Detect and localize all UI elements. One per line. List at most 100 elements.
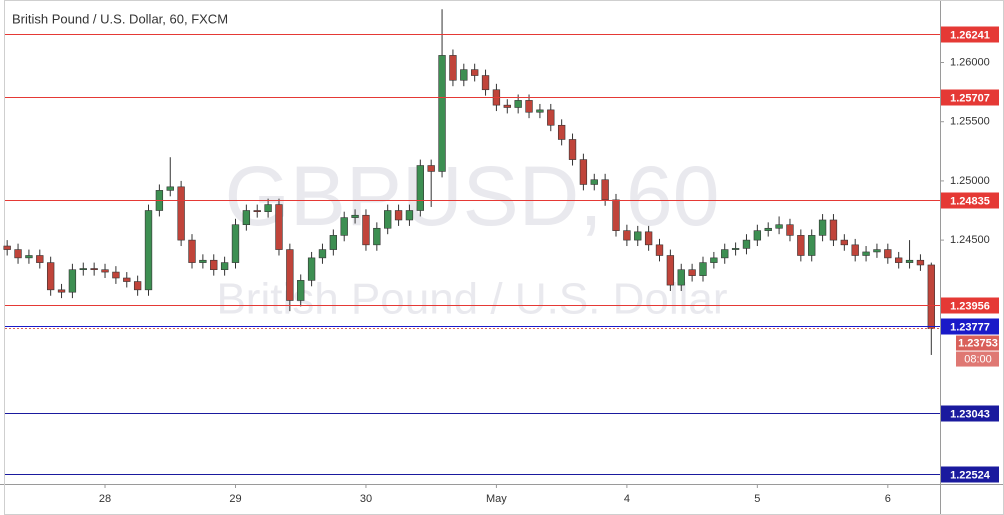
candle-body (318, 249, 327, 259)
x-tick-label: 5 (754, 493, 760, 505)
candle-body (373, 227, 381, 246)
candle-body (862, 251, 870, 256)
candle-body (471, 69, 479, 76)
candle-body (68, 269, 77, 293)
candle-body (220, 262, 229, 271)
candle-body (721, 249, 729, 259)
candle-body (210, 259, 218, 271)
candle-body (264, 204, 272, 212)
x-tick-label: 4 (624, 493, 630, 505)
candle-body (57, 289, 66, 293)
candle-body (177, 186, 185, 241)
candle-body (536, 109, 544, 113)
candle-body (416, 165, 424, 211)
candle-body (405, 210, 414, 221)
candle-body (166, 186, 174, 191)
candle-body (710, 257, 718, 263)
candle-body (90, 268, 98, 271)
candle-body (873, 249, 881, 253)
candle-body (481, 75, 490, 91)
candle-body (916, 259, 925, 266)
chart-title: British Pound / U.S. Dollar, 60, FXCM (12, 11, 228, 26)
candle-body (579, 159, 588, 185)
last-price-label: 1.23753 (958, 337, 998, 349)
x-tick-label: 29 (229, 493, 241, 505)
candle-body (231, 224, 240, 263)
y-tick-label: 1.26000 (950, 56, 990, 68)
candle-body (818, 219, 827, 236)
candle-body (394, 210, 403, 221)
y-tick-label: 1.25000 (950, 175, 990, 187)
candle-body (307, 257, 316, 281)
candle-body (623, 230, 631, 241)
x-tick-label: May (486, 493, 507, 505)
candle-body (503, 104, 511, 108)
candle-body (286, 249, 294, 301)
level-label-bg (941, 318, 999, 335)
candle-body (449, 55, 457, 81)
level-label-bg (941, 192, 999, 209)
candle-body (829, 219, 838, 241)
candle-body (808, 235, 816, 256)
candle-body (884, 249, 892, 259)
level-label: 1.24835 (950, 195, 990, 207)
candle-body (634, 231, 642, 241)
candle-body (36, 255, 44, 263)
countdown: 08:00 (964, 353, 992, 365)
x-tick-label: 28 (99, 493, 111, 505)
level-label-bg (941, 466, 999, 483)
watermark-symbol: GBPUSD, 60 (225, 149, 720, 243)
candle-body (699, 262, 707, 276)
candle-body (514, 100, 522, 108)
candle-body (14, 249, 22, 259)
level-label-bg (941, 405, 999, 422)
candle-body (242, 210, 251, 226)
candle-body (677, 269, 685, 286)
candle-body (644, 231, 653, 246)
x-tick-label: 30 (360, 493, 372, 505)
candle-body (786, 224, 794, 236)
candle-body (905, 259, 914, 263)
candle-body (123, 277, 131, 282)
candle-body (438, 55, 446, 172)
candle-body (112, 271, 120, 279)
candle-body (340, 217, 348, 236)
candle-body (525, 100, 533, 113)
candle-body (797, 235, 805, 256)
candle-body (188, 239, 196, 263)
candle-body (460, 69, 468, 81)
candle-body (666, 255, 675, 286)
x-tick-label: 6 (885, 493, 891, 505)
level-label: 1.23956 (950, 300, 990, 312)
candle-body (362, 214, 370, 246)
countdown-bg (956, 351, 999, 367)
candle-body (133, 281, 142, 291)
candle-body (612, 199, 620, 231)
candle-body (601, 179, 609, 201)
candle-body (775, 224, 783, 229)
last-price-bg (956, 335, 999, 351)
level-label: 1.23043 (950, 408, 990, 420)
y-tick-label: 1.25500 (950, 116, 990, 128)
candle-body (731, 248, 740, 250)
candle-body (568, 139, 577, 160)
candle-body (742, 239, 751, 249)
candle-body (275, 204, 283, 250)
candle-body (927, 264, 935, 329)
candle-body (25, 255, 33, 259)
candle-body (840, 239, 848, 246)
candle-body (753, 230, 762, 241)
candle-body (351, 214, 359, 218)
candle-body (297, 280, 305, 301)
candle-body (655, 244, 664, 256)
candle-body (46, 262, 55, 291)
candle-body (3, 245, 11, 250)
candle-body (101, 269, 109, 273)
candle-body (547, 109, 555, 126)
y-tick-label: 1.24500 (950, 234, 990, 246)
candle-body (688, 269, 696, 276)
candle-body (590, 179, 598, 185)
candle-body (851, 244, 859, 256)
candle-body (329, 235, 338, 250)
